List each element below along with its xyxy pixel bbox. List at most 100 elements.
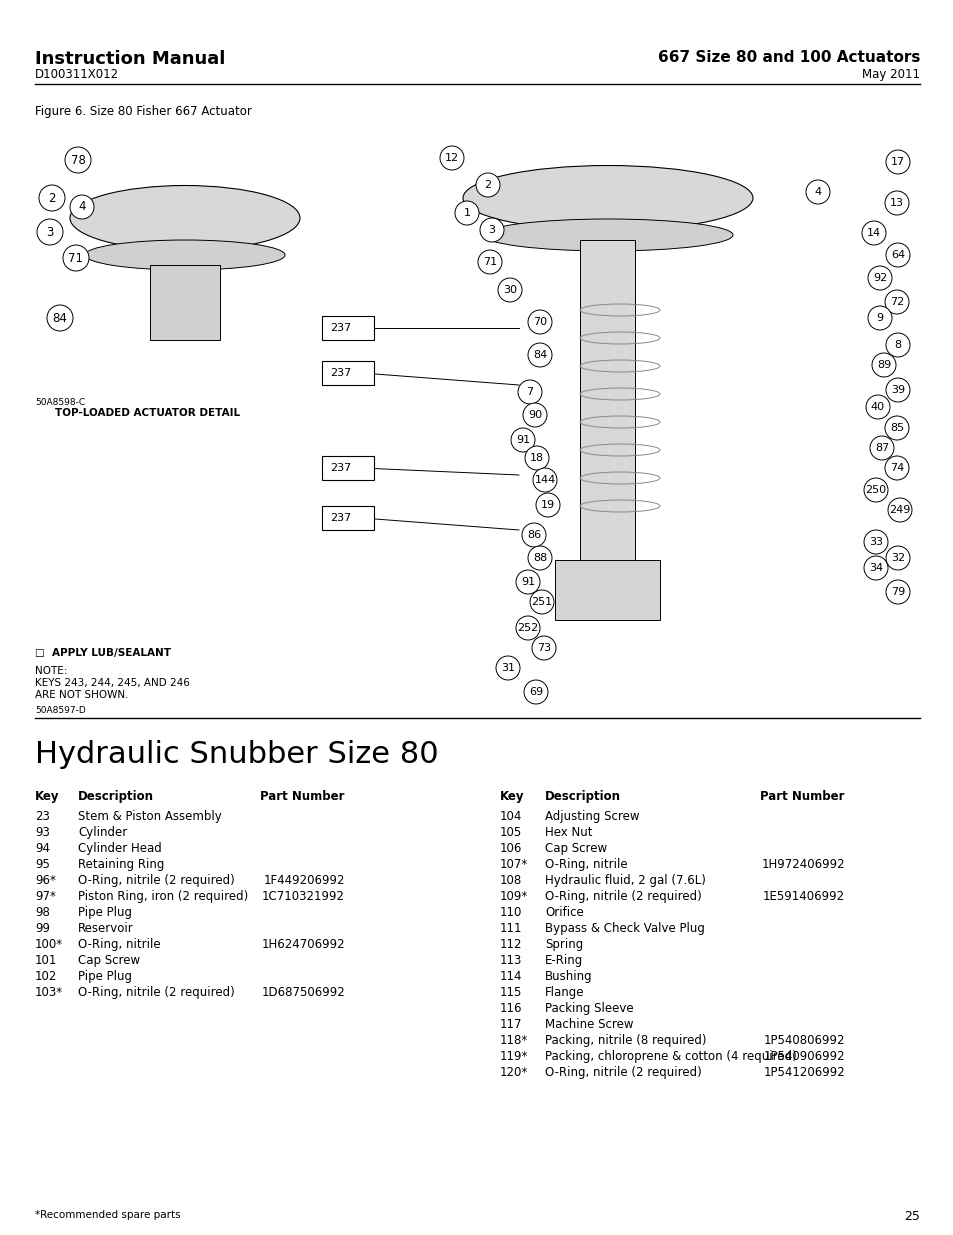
Circle shape	[885, 149, 909, 174]
Text: 110: 110	[499, 906, 522, 919]
Text: 106: 106	[499, 842, 522, 855]
Text: Hydraulic fluid, 2 gal (7.6L): Hydraulic fluid, 2 gal (7.6L)	[544, 874, 705, 887]
Text: 96*: 96*	[35, 874, 56, 887]
Text: 3: 3	[488, 225, 495, 235]
Text: 1D687506992: 1D687506992	[261, 986, 345, 999]
Text: 113: 113	[499, 953, 522, 967]
Text: D100311X012: D100311X012	[35, 68, 119, 82]
Circle shape	[522, 403, 546, 427]
Text: 1C710321992: 1C710321992	[262, 890, 345, 903]
Text: Bypass & Check Valve Plug: Bypass & Check Valve Plug	[544, 923, 704, 935]
Text: 72: 72	[889, 296, 903, 308]
Text: Bushing: Bushing	[544, 969, 592, 983]
Circle shape	[47, 305, 73, 331]
Circle shape	[496, 656, 519, 680]
Text: O-Ring, nitrile (2 required): O-Ring, nitrile (2 required)	[544, 1066, 701, 1079]
Bar	[322, 506, 374, 530]
Text: 103*: 103*	[35, 986, 63, 999]
Text: O-Ring, nitrile (2 required): O-Ring, nitrile (2 required)	[78, 874, 234, 887]
Text: 73: 73	[537, 643, 551, 653]
Text: 91: 91	[520, 577, 535, 587]
Text: 18: 18	[529, 453, 543, 463]
Text: 30: 30	[502, 285, 517, 295]
Text: Description: Description	[78, 790, 153, 803]
Text: 86: 86	[526, 530, 540, 540]
Circle shape	[479, 219, 503, 242]
Ellipse shape	[70, 185, 299, 251]
Text: Stem & Piston Assembly: Stem & Piston Assembly	[78, 810, 221, 823]
Text: Packing Sleeve: Packing Sleeve	[544, 1002, 633, 1015]
Circle shape	[871, 353, 895, 377]
Text: O-Ring, nitrile (2 required): O-Ring, nitrile (2 required)	[544, 890, 701, 903]
Circle shape	[884, 416, 908, 440]
Text: 117: 117	[499, 1018, 522, 1031]
Text: 8: 8	[894, 340, 901, 350]
Text: Piston Ring, iron (2 required): Piston Ring, iron (2 required)	[78, 890, 248, 903]
Text: Description: Description	[544, 790, 620, 803]
Text: Packing, nitrile (8 required): Packing, nitrile (8 required)	[544, 1034, 706, 1047]
Text: Key: Key	[35, 790, 59, 803]
Text: 94: 94	[35, 842, 50, 855]
Text: 14: 14	[866, 228, 881, 238]
Text: Part Number: Part Number	[760, 790, 844, 803]
Text: 1P540806992: 1P540806992	[762, 1034, 844, 1047]
Text: 1E591406992: 1E591406992	[762, 890, 844, 903]
Text: Hex Nut: Hex Nut	[544, 826, 592, 839]
Text: 98: 98	[35, 906, 50, 919]
Circle shape	[867, 306, 891, 330]
Bar	[322, 361, 374, 385]
Text: 114: 114	[499, 969, 522, 983]
Text: Cylinder: Cylinder	[78, 826, 127, 839]
Circle shape	[863, 478, 887, 501]
Text: 237: 237	[330, 463, 351, 473]
Text: 111: 111	[499, 923, 522, 935]
Text: 100*: 100*	[35, 939, 63, 951]
Text: Cap Screw: Cap Screw	[78, 953, 140, 967]
Text: Cap Screw: Cap Screw	[544, 842, 606, 855]
Text: Reservoir: Reservoir	[78, 923, 133, 935]
Circle shape	[455, 201, 478, 225]
Text: 104: 104	[499, 810, 522, 823]
Circle shape	[516, 571, 539, 594]
Text: Flange: Flange	[544, 986, 584, 999]
Text: 69: 69	[528, 687, 542, 697]
Circle shape	[885, 378, 909, 403]
Text: 32: 32	[890, 553, 904, 563]
Text: 97*: 97*	[35, 890, 56, 903]
Text: 50A8598-C: 50A8598-C	[35, 398, 85, 408]
Text: Cylinder Head: Cylinder Head	[78, 842, 162, 855]
Circle shape	[885, 546, 909, 571]
Text: 1P540906992: 1P540906992	[762, 1050, 844, 1063]
Circle shape	[523, 680, 547, 704]
Text: 667 Size 80 and 100 Actuators: 667 Size 80 and 100 Actuators	[657, 49, 919, 65]
Text: 108: 108	[499, 874, 521, 887]
Text: 74: 74	[889, 463, 903, 473]
Circle shape	[532, 636, 556, 659]
Text: E-Ring: E-Ring	[544, 953, 582, 967]
Bar	[150, 266, 220, 340]
Circle shape	[497, 278, 521, 303]
Bar	[579, 240, 635, 571]
Circle shape	[536, 493, 559, 517]
Text: 237: 237	[330, 368, 351, 378]
Circle shape	[516, 616, 539, 640]
Circle shape	[863, 530, 887, 555]
Circle shape	[37, 219, 63, 245]
Circle shape	[517, 380, 541, 404]
Text: 252: 252	[517, 622, 538, 634]
Text: 33: 33	[868, 537, 882, 547]
Text: 3: 3	[47, 226, 53, 238]
Circle shape	[887, 498, 911, 522]
Text: 7: 7	[526, 387, 533, 396]
Text: Key: Key	[499, 790, 524, 803]
Text: ARE NOT SHOWN.: ARE NOT SHOWN.	[35, 690, 129, 700]
Text: 39: 39	[890, 385, 904, 395]
Text: Pipe Plug: Pipe Plug	[78, 969, 132, 983]
Text: 50A8597-D: 50A8597-D	[35, 706, 86, 715]
Text: Figure 6. Size 80 Fisher 667 Actuator: Figure 6. Size 80 Fisher 667 Actuator	[35, 105, 252, 119]
Text: 1F449206992: 1F449206992	[263, 874, 345, 887]
Text: 4: 4	[814, 186, 821, 198]
Circle shape	[862, 221, 885, 245]
Circle shape	[511, 429, 535, 452]
Text: □  APPLY LUB/SEALANT: □ APPLY LUB/SEALANT	[35, 648, 171, 658]
